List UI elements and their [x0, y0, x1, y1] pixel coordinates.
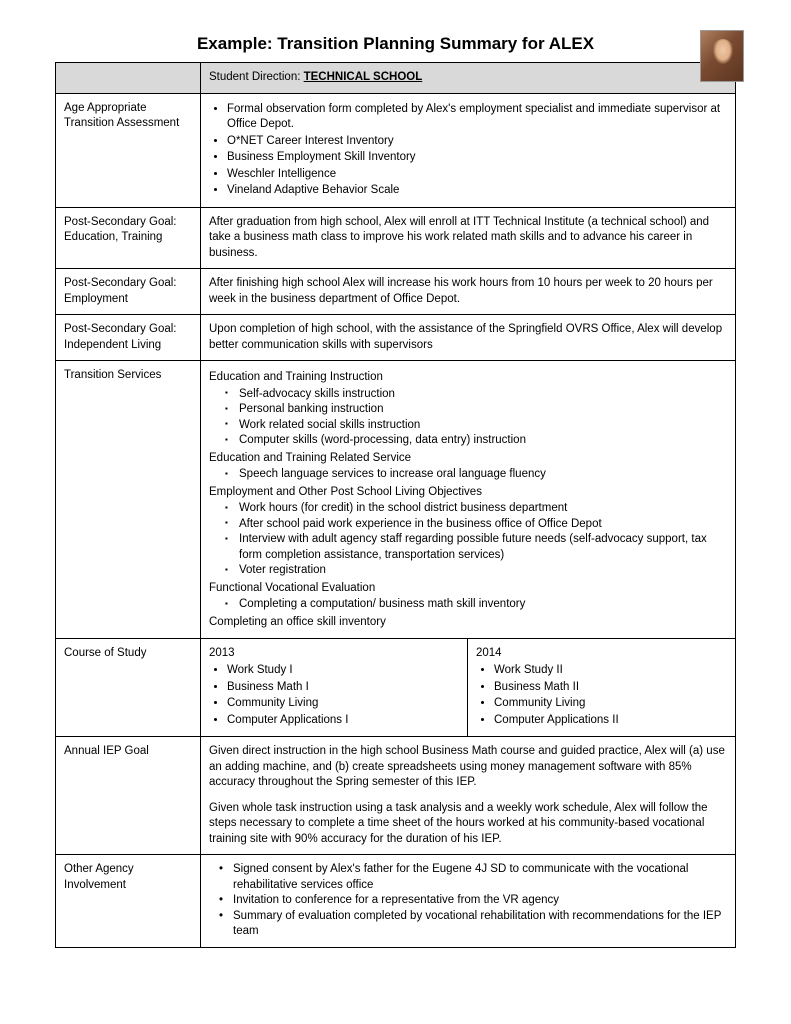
- assessment-list: Formal observation form completed by Ale…: [209, 102, 727, 199]
- iep-p2: Given whole task instruction using a tas…: [209, 801, 727, 848]
- student-photo: [700, 30, 744, 82]
- iep-p1: Given direct instruction in the high sch…: [209, 744, 727, 791]
- list-item: Interview with adult agency staff regard…: [239, 532, 727, 563]
- services-g1: Education and Training Instruction: [209, 370, 727, 386]
- row-content: Given direct instruction in the high sch…: [201, 737, 736, 855]
- list-item: After school paid work experience in the…: [239, 517, 727, 533]
- row-assessment: Age Appropriate Transition Assessment Fo…: [56, 93, 736, 207]
- cos-year-2: 2014: [476, 646, 727, 662]
- row-label: Course of Study: [56, 639, 201, 737]
- row-content: Education and Training Instruction Self-…: [201, 361, 736, 639]
- page-title: Example: Transition Planning Summary for…: [55, 30, 736, 54]
- services-g4-list: Completing a computation/ business math …: [209, 597, 727, 613]
- list-item: Summary of evaluation completed by vocat…: [233, 909, 727, 940]
- row-content: Upon completion of high school, with the…: [201, 315, 736, 361]
- cos-y2-list: Work Study IIBusiness Math IICommunity L…: [476, 663, 727, 728]
- list-item: Business Math II: [494, 680, 727, 696]
- list-item: Business Math I: [227, 680, 460, 696]
- list-item: Computer Applications I: [227, 713, 460, 729]
- services-g3: Employment and Other Post School Living …: [209, 485, 727, 501]
- list-item: Completing a computation/ business math …: [239, 597, 727, 613]
- row-content: Signed consent by Alex's father for the …: [201, 855, 736, 948]
- direction-value: TECHNICAL SCHOOL: [304, 71, 423, 83]
- list-item: Speech language services to increase ora…: [239, 467, 727, 483]
- list-item: Invitation to conference for a represent…: [233, 893, 727, 909]
- row-content: 2013 Work Study IBusiness Math ICommunit…: [201, 639, 736, 737]
- row-cos: Course of Study 2013 Work Study IBusines…: [56, 639, 736, 737]
- row-emp: Post-Secondary Goal: Employment After fi…: [56, 269, 736, 315]
- services-g3-list: Work hours (for credit) in the school di…: [209, 501, 727, 579]
- row-label: Age Appropriate Transition Assessment: [56, 93, 201, 207]
- services-tail: Completing an office skill inventory: [209, 615, 727, 631]
- row-ind: Post-Secondary Goal: Independent Living …: [56, 315, 736, 361]
- cos-year-1: 2013: [209, 646, 460, 662]
- row-iep: Annual IEP Goal Given direct instruction…: [56, 737, 736, 855]
- list-item: Personal banking instruction: [239, 402, 727, 418]
- direction-label: Student Direction:: [209, 71, 304, 83]
- row-agency: Other Agency Involvement Signed consent …: [56, 855, 736, 948]
- row-content: After finishing high school Alex will in…: [201, 269, 736, 315]
- list-item: Formal observation form completed by Ale…: [227, 102, 727, 133]
- list-item: Weschler Intelligence: [227, 167, 727, 183]
- list-item: Work related social skills instruction: [239, 418, 727, 434]
- row-edu: Post-Secondary Goal: Education, Training…: [56, 207, 736, 269]
- row-content: After graduation from high school, Alex …: [201, 207, 736, 269]
- direction-cell: Student Direction: TECHNICAL SCHOOL: [201, 63, 736, 94]
- services-g2-list: Speech language services to increase ora…: [209, 467, 727, 483]
- page: Example: Transition Planning Summary for…: [0, 0, 791, 983]
- row-label: Post-Secondary Goal: Education, Training: [56, 207, 201, 269]
- cos-y1-list: Work Study IBusiness Math ICommunity Liv…: [209, 663, 460, 728]
- row-content: Formal observation form completed by Ale…: [201, 93, 736, 207]
- row-label: Other Agency Involvement: [56, 855, 201, 948]
- list-item: O*NET Career Interest Inventory: [227, 134, 727, 150]
- row-label: Annual IEP Goal: [56, 737, 201, 855]
- direction-row: Student Direction: TECHNICAL SCHOOL: [56, 63, 736, 94]
- header: Example: Transition Planning Summary for…: [55, 30, 736, 54]
- row-label: Post-Secondary Goal: Independent Living: [56, 315, 201, 361]
- list-item: Work Study I: [227, 663, 460, 679]
- row-label: Transition Services: [56, 361, 201, 639]
- list-item: Computer Applications II: [494, 713, 727, 729]
- list-item: Computer skills (word-processing, data e…: [239, 433, 727, 449]
- row-services: Transition Services Education and Traini…: [56, 361, 736, 639]
- list-item: Voter registration: [239, 563, 727, 579]
- list-item: Business Employment Skill Inventory: [227, 150, 727, 166]
- cos-col-1: 2013 Work Study IBusiness Math ICommunit…: [201, 639, 468, 736]
- services-g2: Education and Training Related Service: [209, 451, 727, 467]
- list-item: Work hours (for credit) in the school di…: [239, 501, 727, 517]
- services-g1-list: Self-advocacy skills instructionPersonal…: [209, 387, 727, 449]
- services-g4: Functional Vocational Evaluation: [209, 581, 727, 597]
- list-item: Vineland Adaptive Behavior Scale: [227, 183, 727, 199]
- list-item: Community Living: [227, 696, 460, 712]
- list-item: Self-advocacy skills instruction: [239, 387, 727, 403]
- cos-col-2: 2014 Work Study IIBusiness Math IICommun…: [467, 639, 735, 736]
- list-item: Community Living: [494, 696, 727, 712]
- list-item: Signed consent by Alex's father for the …: [233, 862, 727, 893]
- summary-table: Student Direction: TECHNICAL SCHOOL Age …: [55, 62, 736, 948]
- direction-empty-cell: [56, 63, 201, 94]
- cos-columns: 2013 Work Study IBusiness Math ICommunit…: [201, 639, 735, 736]
- list-item: Work Study II: [494, 663, 727, 679]
- row-label: Post-Secondary Goal: Employment: [56, 269, 201, 315]
- agency-list: Signed consent by Alex's father for the …: [209, 862, 727, 940]
